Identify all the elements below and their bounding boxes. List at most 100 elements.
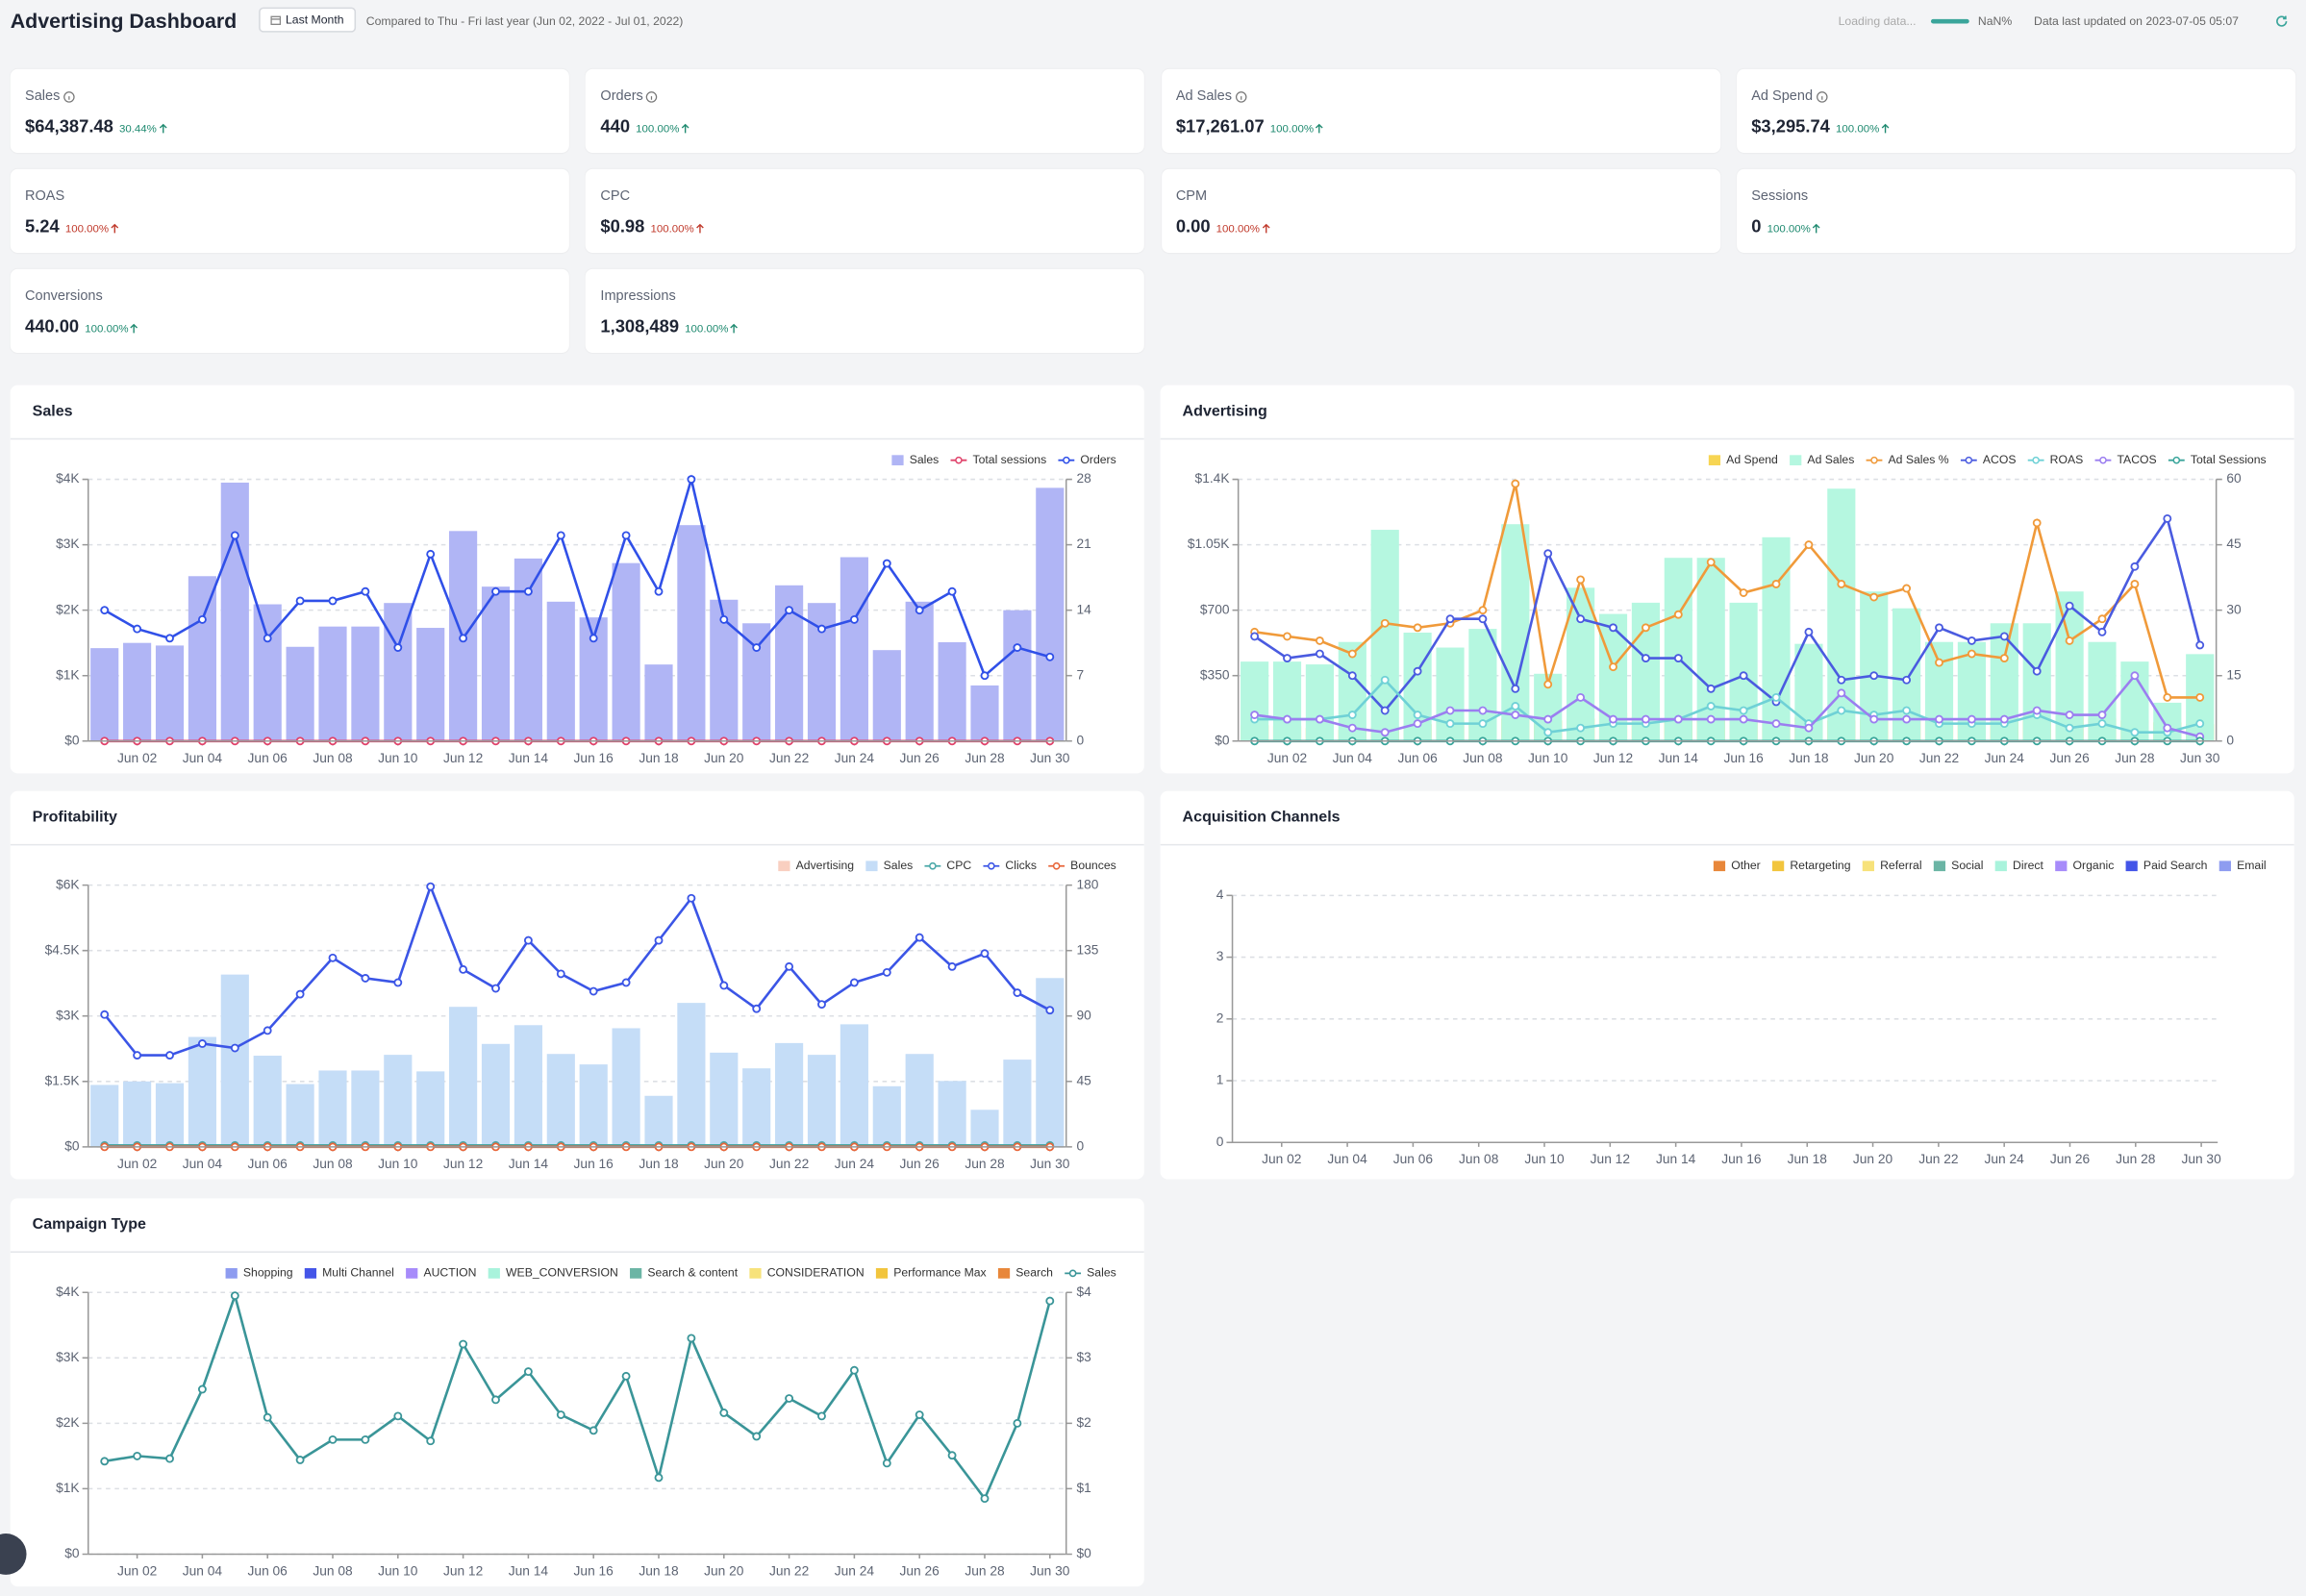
refresh-icon[interactable] <box>2275 14 2289 28</box>
x-tick-label: Jun 30 <box>2181 1152 2221 1166</box>
progress-bar <box>1930 18 1969 24</box>
bar <box>905 601 934 741</box>
legend-label: AUCTION <box>423 1266 476 1280</box>
y2-tick-label: 28 <box>1076 471 1091 486</box>
x-tick-label: Jun 16 <box>574 1157 614 1171</box>
line-marker <box>752 643 762 652</box>
legend-marker <box>1063 456 1070 464</box>
line-marker <box>589 1426 598 1435</box>
legend-swatch <box>778 860 790 872</box>
date-range-button[interactable]: Last Month <box>259 7 357 33</box>
line-marker <box>1902 714 1912 724</box>
legend-label: Paid Search <box>2143 859 2208 872</box>
kpi-label-row: Conversions <box>25 288 103 305</box>
line-marker <box>165 1454 174 1463</box>
x-tick-label: Jun 30 <box>1030 1157 1070 1171</box>
comparison-text: Compared to Thu - Fri last year (Jun 02,… <box>365 14 684 29</box>
line-marker <box>817 624 826 634</box>
kpi-label: Orders <box>600 87 643 105</box>
line-marker <box>1967 636 1976 645</box>
line-marker <box>1478 614 1488 624</box>
y2-tick-label: 7 <box>1076 667 1084 682</box>
kpi-label: Sales <box>24 87 61 105</box>
bar <box>1241 661 1269 741</box>
line-marker <box>621 531 631 540</box>
legend-swatch <box>1772 860 1785 872</box>
chart-panel: Sales $0 $1K $2K $3K $4K 0 7 14 21 28 Jun 02 Jun 04 J… <box>10 385 1144 774</box>
x-tick-label: Jun 28 <box>965 1157 1005 1171</box>
legend-label: ACOS <box>1983 453 2017 466</box>
y2-tick-label: 135 <box>1076 942 1098 957</box>
line-marker <box>1739 671 1748 681</box>
bar <box>318 626 347 741</box>
y-tick-label: $2K <box>56 1415 80 1430</box>
bar <box>938 642 966 741</box>
trend-arrow <box>130 323 138 334</box>
kpi-change: 100.00% <box>685 322 739 336</box>
kpi-label: Ad Sales <box>1175 87 1232 105</box>
info-circle <box>1816 90 1827 102</box>
y-tick-label: $3K <box>56 1008 80 1022</box>
kpi-value: 0 <box>1751 215 1762 237</box>
x-tick-label: Jun 22 <box>769 1157 809 1171</box>
trend-arrow <box>1316 123 1324 134</box>
legend-label: Orders <box>1080 453 1115 466</box>
line-marker <box>1935 714 1943 724</box>
line-marker <box>328 1434 338 1444</box>
line-marker <box>393 1411 403 1421</box>
y2-tick-label: 90 <box>1076 1008 1091 1022</box>
line-marker <box>2032 518 2042 528</box>
bar <box>449 1007 478 1147</box>
y2-tick-label: 45 <box>1076 1073 1091 1087</box>
line-marker <box>785 1394 794 1403</box>
line-marker <box>1250 632 1260 641</box>
line-marker <box>1706 558 1716 567</box>
line-marker <box>947 586 957 596</box>
line-marker <box>1673 654 1683 663</box>
line-marker <box>295 596 305 606</box>
line-marker <box>1445 614 1455 624</box>
line-marker <box>1706 714 1716 724</box>
date-range-label: Last Month <box>285 12 344 27</box>
y-tick-label: $4.5K <box>45 942 81 957</box>
bar <box>775 1042 804 1147</box>
kpi-value-row: 0 100.00% <box>1751 216 1820 237</box>
kpi-card: Sales $64,387.48 30.44% <box>10 68 569 154</box>
kpi-card: CPC $0.98 100.00% <box>586 168 1145 254</box>
kpi-value-row: 5.24 100.00% <box>25 216 119 237</box>
info-circle <box>646 90 658 102</box>
line-marker <box>1478 606 1488 615</box>
line-marker <box>654 1473 664 1483</box>
chart: Advertising $0 $350 $700 $1.05K $1.4K 0 15 30 45 6… <box>1160 402 2294 765</box>
kpi-change-text: 100.00% <box>1269 121 1315 136</box>
legend-label: Performance Max <box>893 1266 986 1280</box>
x-tick-label: Jun 14 <box>509 1563 549 1578</box>
bar <box>220 482 249 741</box>
kpi-change: 100.00% <box>1270 122 1324 136</box>
line-marker <box>1869 714 1879 724</box>
kpi-change: 100.00% <box>636 122 689 136</box>
info-icon <box>1235 90 1246 102</box>
line-marker <box>1013 643 1022 652</box>
line-marker <box>1478 706 1488 715</box>
line-marker <box>263 1412 272 1422</box>
x-tick-label: Jun 02 <box>117 751 157 765</box>
y-tick-label: 1 <box>1216 1073 1224 1087</box>
line-marker <box>785 961 794 971</box>
line-marker <box>1967 649 1976 659</box>
x-tick-label: Jun 14 <box>1659 751 1699 765</box>
chart-panel: Profitability $0 $1.5K $3K $4.5K $6K 0 45 90 135 1… <box>10 790 1144 1180</box>
kpi-label: Sessions <box>1751 187 1809 205</box>
legend-label: Shopping <box>243 1266 293 1280</box>
line-marker <box>1380 706 1390 715</box>
bar <box>318 1070 347 1147</box>
y-tick-label: $0 <box>64 1546 80 1560</box>
y-tick-label: $1.4K <box>1195 471 1231 486</box>
x-tick-label: Jun 26 <box>900 1157 940 1171</box>
trend-arrow <box>681 123 689 134</box>
x-tick-label: Jun 20 <box>704 751 744 765</box>
legend-marker <box>1965 456 1973 464</box>
line-marker <box>980 949 990 959</box>
line-marker <box>1315 636 1324 645</box>
legend-swatch <box>865 860 878 872</box>
